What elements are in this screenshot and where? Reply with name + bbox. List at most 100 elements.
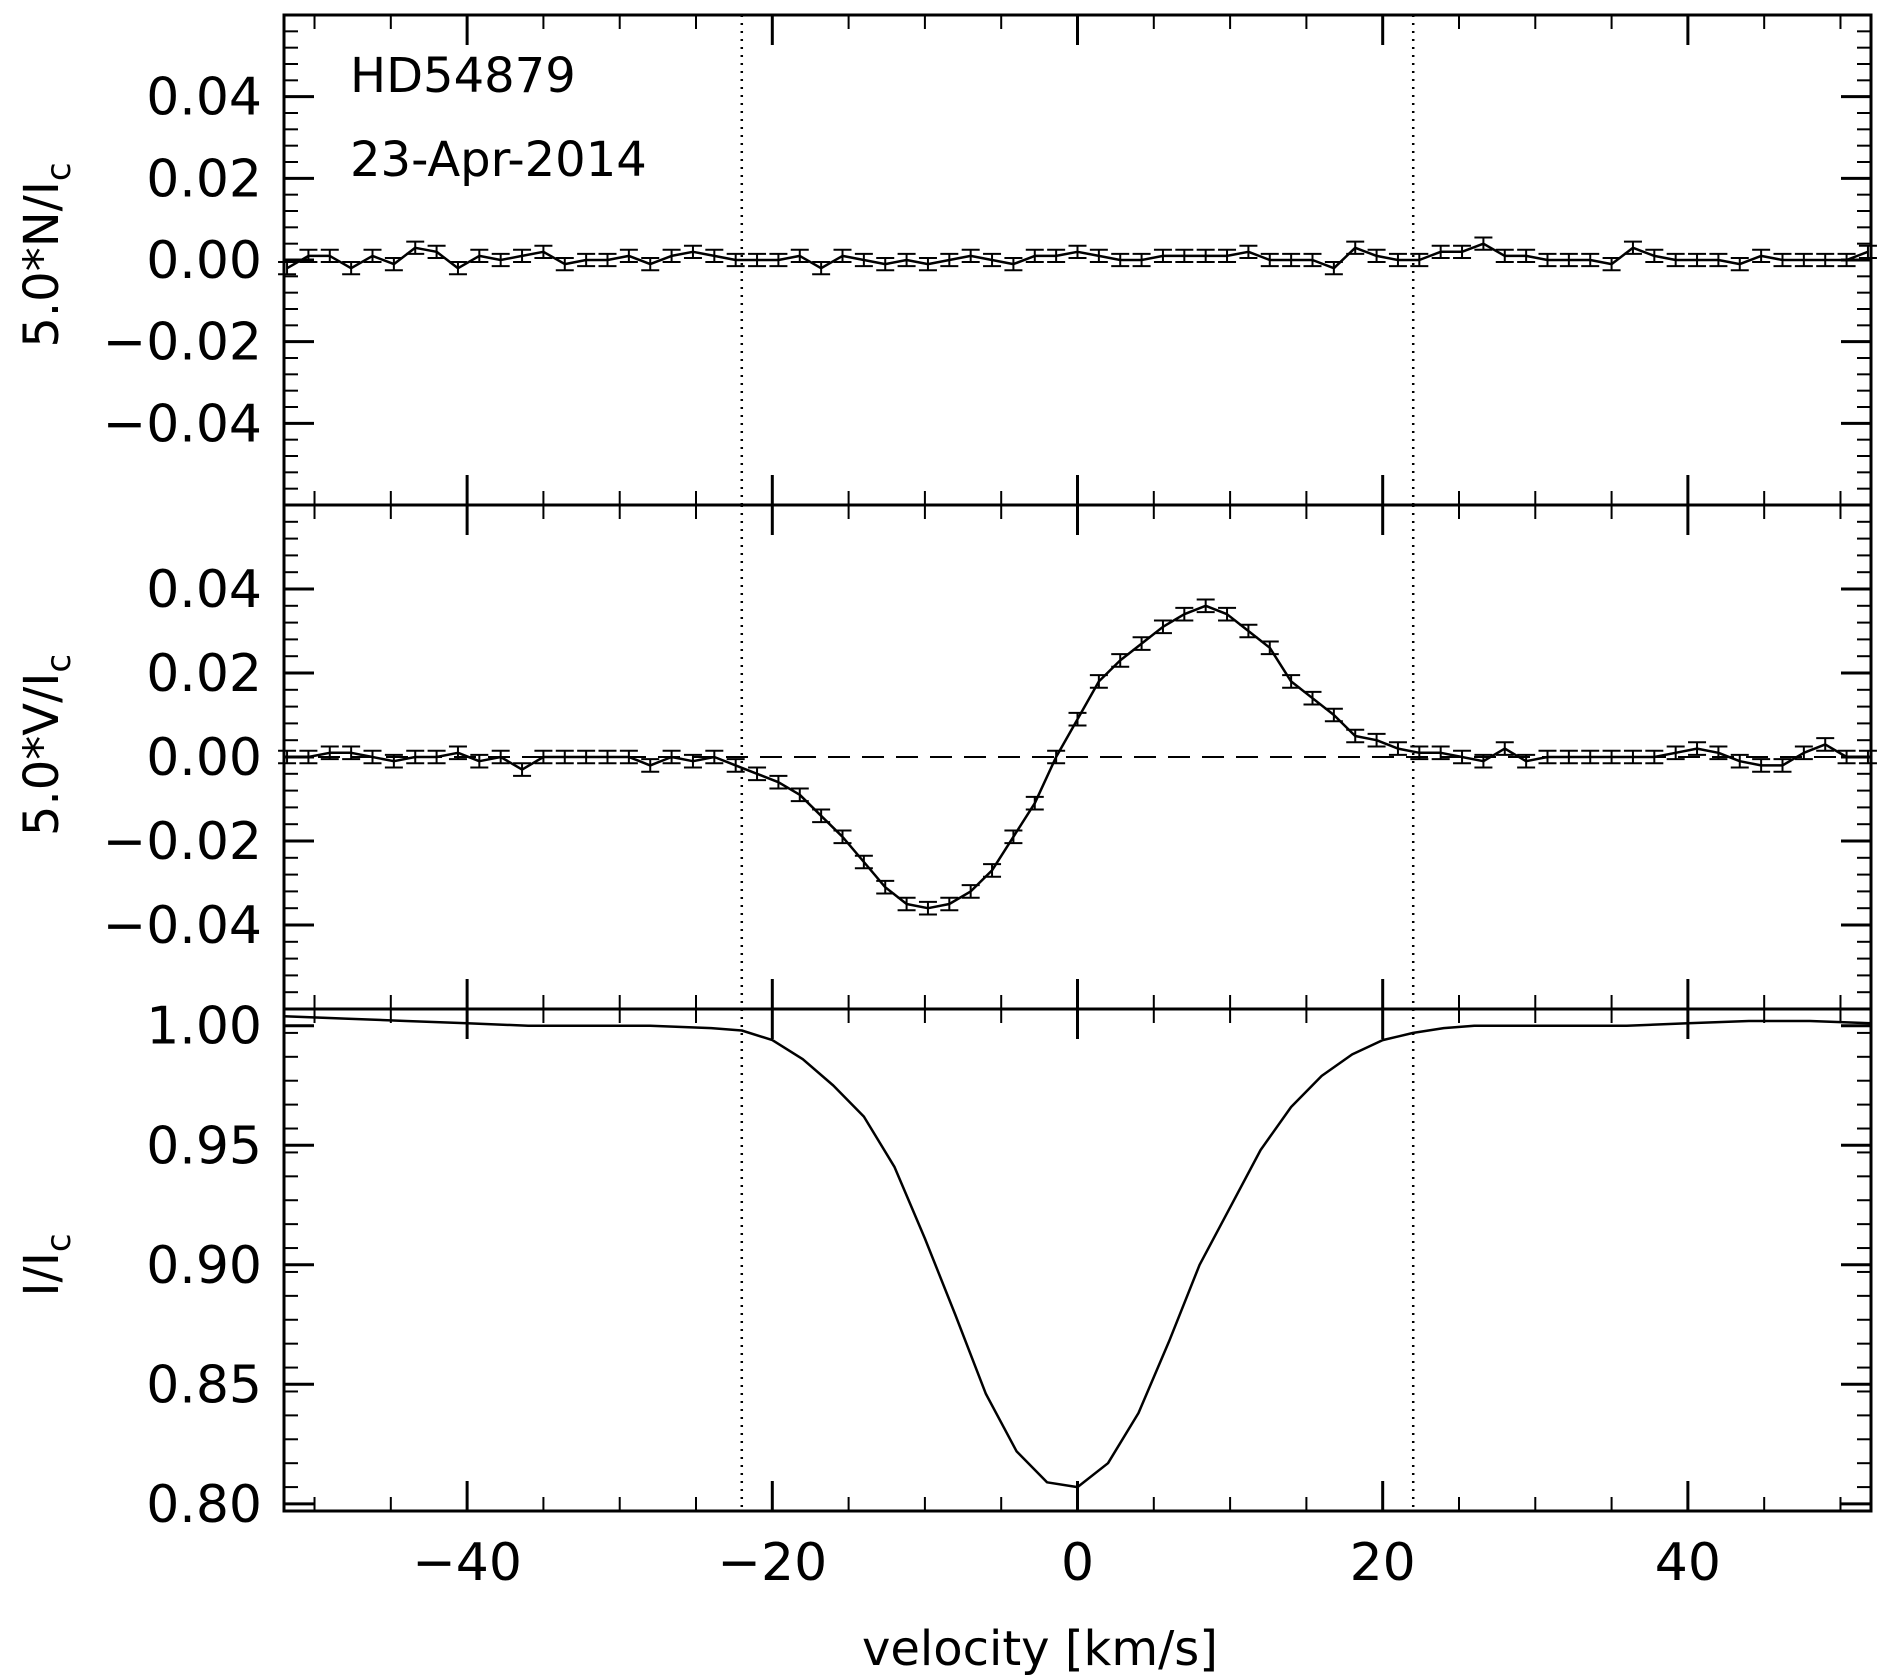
panel-n-error-bar bbox=[1324, 261, 1343, 276]
panel-v-error-bar bbox=[1260, 640, 1279, 656]
panel-v-error-bar bbox=[1303, 690, 1322, 706]
panel-n-error-bar bbox=[1111, 252, 1130, 268]
panel-v-error-bar bbox=[1495, 741, 1514, 756]
panel-v-error-bar bbox=[1581, 749, 1600, 765]
panel-n-error-bar bbox=[1730, 256, 1749, 272]
panel-n-error-bar bbox=[1688, 252, 1707, 268]
panel-n-error-bar bbox=[812, 261, 831, 276]
panel-n-error-bar bbox=[1581, 252, 1600, 268]
star-name-label: HD54879 bbox=[350, 48, 576, 104]
panel-n-y-axis-title: 5.0*N/Ic bbox=[14, 162, 79, 347]
panel-n-error-bar bbox=[513, 248, 532, 264]
panel-v-error-bar bbox=[1388, 741, 1407, 756]
panel-v-error-bar bbox=[1431, 745, 1450, 761]
panel-v-error-bar bbox=[662, 749, 681, 765]
panel-v-error-bar bbox=[278, 749, 297, 765]
panel-v-error-bar bbox=[983, 863, 1002, 878]
panel-n-error-bar bbox=[1282, 252, 1301, 268]
panel-i-ytick-label: 0.95 bbox=[146, 1116, 262, 1176]
panel-n-error-bar bbox=[961, 248, 980, 264]
panel-n-error-bar bbox=[320, 248, 339, 264]
panel-v-error-bar bbox=[1132, 636, 1151, 651]
panel-n-error-bar bbox=[363, 248, 382, 264]
panel-v-error-bar bbox=[833, 829, 852, 845]
panel-v-error-bar bbox=[705, 749, 724, 765]
panel-i-ytick-label: 0.90 bbox=[146, 1236, 262, 1296]
panel-n-error-bar bbox=[427, 244, 446, 259]
panel-n-error-bar bbox=[983, 252, 1002, 268]
panel-v-error-bar bbox=[320, 745, 339, 761]
panel-n-ytick-label: 0.04 bbox=[146, 68, 262, 128]
panel-v-error-bar bbox=[598, 749, 617, 765]
panel-i-ytick-label: 0.80 bbox=[146, 1475, 262, 1535]
panel-i-frame bbox=[282, 1007, 1873, 1513]
panel-v-error-bar bbox=[1047, 749, 1066, 765]
panel-v-error-bar bbox=[1517, 753, 1536, 769]
panel-v-error-bar bbox=[1858, 749, 1877, 765]
x-tick-label: 0 bbox=[1061, 1533, 1094, 1593]
panel-n-error-bar bbox=[726, 252, 745, 268]
panel-v-error-bar bbox=[1538, 749, 1557, 765]
panel-n-error-bar bbox=[1538, 252, 1557, 268]
panel-n-error-bar bbox=[1132, 252, 1151, 268]
x-tick-label: −40 bbox=[412, 1533, 522, 1593]
panel-n-error-bar bbox=[662, 248, 681, 264]
panel-v-error-bar bbox=[876, 879, 895, 895]
panel-n-error-bar bbox=[1388, 252, 1407, 268]
x-axis-title: velocity [km/s] bbox=[862, 1621, 1218, 1677]
panel-n-error-bar bbox=[406, 240, 425, 255]
panel-v-error-bar bbox=[384, 753, 403, 769]
panel-v-ytick-label: 0.04 bbox=[146, 560, 262, 620]
panel-v-error-bar bbox=[1111, 653, 1130, 668]
panel-v-error-bar bbox=[790, 787, 809, 803]
panel-i-plot: 0.80 0.85 0.90 0.95 1.00 −40 −20 0 20 40 bbox=[146, 997, 1873, 1593]
panel-n-error-bar bbox=[342, 261, 361, 276]
panel-n-error-bar bbox=[1773, 252, 1792, 268]
panel-v-ytick-label: 0.00 bbox=[146, 728, 262, 788]
panel-v-error-bar bbox=[1752, 758, 1771, 773]
panel-n-error-bar bbox=[1068, 244, 1087, 259]
panel-n-error-bar bbox=[448, 261, 467, 276]
panel-v-error-bar bbox=[619, 749, 638, 765]
panel-n-error-bar bbox=[384, 256, 403, 272]
panel-v-error-bar bbox=[406, 749, 425, 765]
panel-n-error-bar bbox=[299, 248, 318, 264]
panel-v-error-bar bbox=[1773, 758, 1792, 773]
panel-n-error-bar bbox=[534, 244, 553, 259]
panel-n-error-bar bbox=[705, 248, 724, 264]
panel-v-error-bar bbox=[1623, 749, 1642, 765]
observation-date-label: 23-Apr-2014 bbox=[350, 132, 647, 188]
panel-v-ytick-label: 0.02 bbox=[146, 644, 262, 704]
panel-n-error-bar bbox=[1559, 252, 1578, 268]
panel-v-plot: −0.04 −0.02 0.00 0.02 0.04 bbox=[103, 503, 1877, 1011]
panel-v-error-bar bbox=[1837, 749, 1856, 765]
panel-v-error-bar bbox=[1410, 745, 1429, 761]
panel-n-error-bar bbox=[1239, 244, 1258, 259]
x-tick-label: 40 bbox=[1655, 1533, 1721, 1593]
panel-v-error-bar bbox=[427, 749, 446, 765]
panel-n-error-bar bbox=[876, 256, 895, 272]
panel-v-error-bar bbox=[1816, 737, 1835, 752]
panel-n-error-bar bbox=[278, 261, 297, 276]
panel-v-error-bar bbox=[854, 854, 873, 870]
panel-v-error-bar bbox=[1730, 753, 1749, 769]
panel-n-error-bar bbox=[1602, 256, 1621, 272]
panel-i-ytick-label: 0.85 bbox=[146, 1355, 262, 1415]
panel-n-error-bar bbox=[1453, 244, 1472, 259]
panel-n-error-bar bbox=[1175, 248, 1194, 264]
panel-v-error-bar bbox=[769, 774, 788, 790]
panel-n-error-bar bbox=[1517, 248, 1536, 264]
panel-v-error-bar bbox=[1239, 623, 1258, 639]
x-tick-label: 20 bbox=[1350, 1533, 1416, 1593]
panel-v-y-axis-title: 5.0*V/Ic bbox=[14, 654, 79, 836]
panel-v-error-bar bbox=[1474, 753, 1493, 769]
panel-n-ytick-label: −0.04 bbox=[103, 394, 262, 454]
panel-n-error-bar bbox=[940, 252, 959, 268]
panel-v-error-bar bbox=[1794, 745, 1813, 761]
panel-v-error-bar bbox=[299, 749, 318, 765]
panel-n-error-bar bbox=[1047, 248, 1066, 264]
panel-v-error-bar bbox=[1282, 674, 1301, 689]
panel-v-error-bar bbox=[1559, 749, 1578, 765]
panel-n-error-bar bbox=[1346, 240, 1365, 255]
panel-n-error-bar bbox=[769, 252, 788, 268]
